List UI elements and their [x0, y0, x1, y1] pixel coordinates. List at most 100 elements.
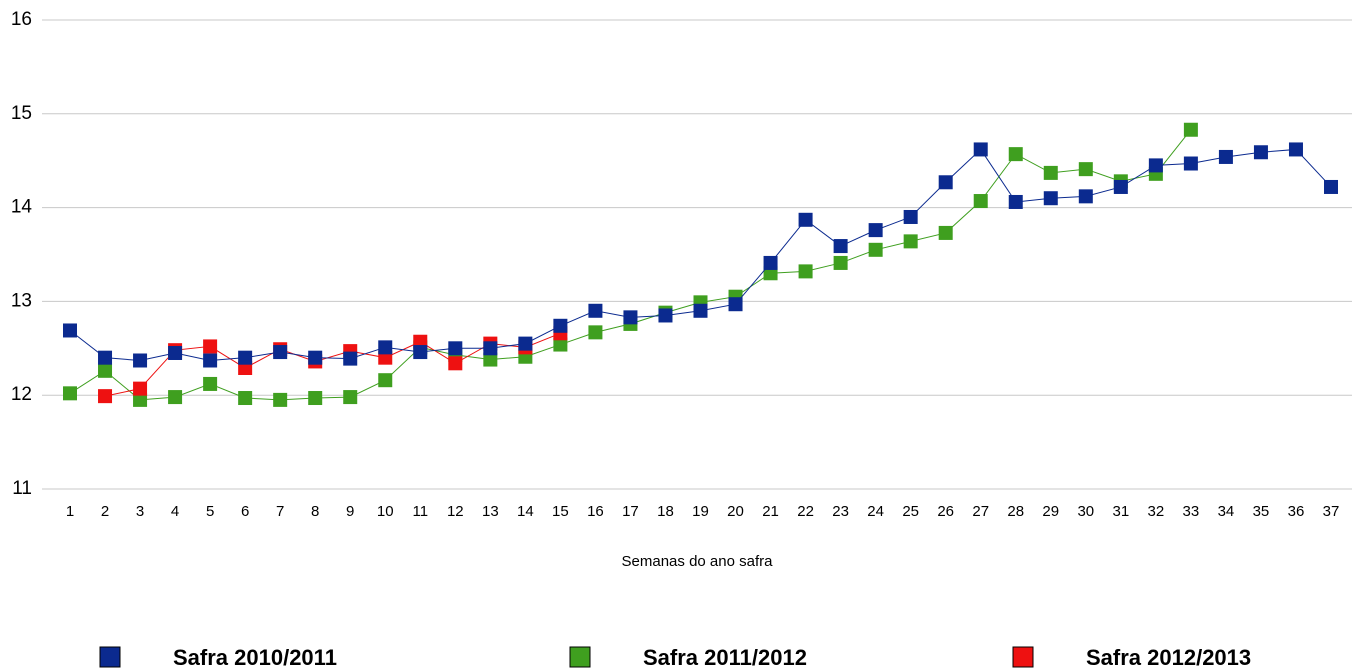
y-tick-label: 15	[11, 103, 32, 124]
x-tick-label: 6	[241, 503, 249, 520]
x-tick-label: 10	[377, 503, 394, 520]
series-line	[69, 148, 1332, 361]
point-marker	[1043, 191, 1058, 206]
point-marker	[903, 234, 918, 249]
point-marker	[553, 318, 568, 333]
point-marker	[238, 350, 253, 365]
x-tick-label: 15	[552, 503, 569, 520]
point-marker	[98, 363, 113, 378]
point-marker	[798, 264, 813, 279]
x-axis-label: Semanas do ano safra	[622, 553, 774, 570]
x-tick-label: 19	[692, 503, 709, 520]
point-marker	[413, 345, 428, 360]
x-tick-label: 23	[832, 503, 849, 520]
point-marker	[1218, 149, 1233, 164]
point-marker	[378, 340, 393, 355]
point-marker	[588, 325, 603, 340]
legend-label: Safra 2012/2013	[1086, 645, 1251, 670]
point-marker	[868, 223, 883, 238]
point-marker	[1078, 189, 1093, 204]
point-marker	[658, 308, 673, 323]
point-marker	[63, 386, 77, 401]
x-tick-label: 35	[1253, 503, 1270, 520]
x-tick-label: 5	[206, 503, 214, 520]
x-tick-label: 28	[1007, 503, 1024, 520]
point-marker	[203, 339, 218, 354]
legend-label: Safra 2010/2011	[173, 645, 337, 670]
y-tick-label: 12	[11, 384, 32, 405]
point-marker	[1253, 145, 1268, 160]
point-marker	[1008, 147, 1023, 162]
x-tick-label: 16	[587, 503, 604, 520]
point-marker	[938, 175, 953, 190]
point-marker	[133, 381, 148, 396]
x-tick-label: 1	[66, 503, 74, 520]
point-marker	[238, 391, 253, 406]
point-marker	[868, 242, 883, 257]
point-marker	[1008, 194, 1023, 209]
point-marker	[273, 392, 288, 407]
point-marker	[133, 392, 148, 407]
series-line	[69, 129, 1192, 401]
point-marker	[343, 351, 358, 366]
point-marker	[203, 353, 218, 368]
point-marker	[378, 373, 393, 388]
point-marker	[588, 303, 603, 318]
point-marker	[973, 142, 988, 157]
point-marker	[308, 350, 323, 365]
x-tick-label: 20	[727, 503, 744, 520]
point-marker	[133, 353, 148, 368]
legend-label: Safra 2011/2012	[643, 645, 807, 670]
point-marker	[973, 194, 988, 209]
point-marker	[623, 310, 638, 325]
point-marker	[203, 376, 218, 391]
point-marker	[1043, 165, 1058, 180]
point-marker	[63, 323, 77, 338]
x-tick-label: 8	[311, 503, 319, 520]
x-tick-label: 34	[1218, 503, 1235, 520]
point-marker	[833, 255, 848, 270]
x-tick-label: 9	[346, 503, 354, 520]
point-marker	[1183, 122, 1198, 137]
point-marker	[1148, 158, 1163, 173]
point-marker	[1288, 142, 1303, 157]
x-tick-label: 3	[136, 503, 144, 520]
y-tick-label: 11	[12, 478, 32, 499]
x-tick-label: 17	[622, 503, 639, 520]
x-tick-label: 37	[1323, 503, 1340, 520]
x-tick-label: 29	[1042, 503, 1059, 520]
legend-swatch	[99, 646, 121, 668]
x-tick-label: 25	[902, 503, 919, 520]
point-marker	[98, 350, 113, 365]
x-tick-label: 30	[1077, 503, 1094, 520]
point-marker	[553, 337, 568, 352]
point-marker	[833, 239, 848, 254]
point-marker	[938, 225, 953, 240]
y-tick-label: 16	[11, 9, 32, 30]
x-tick-label: 22	[797, 503, 814, 520]
point-marker	[1183, 156, 1198, 171]
point-marker	[273, 345, 288, 360]
legend-swatch	[569, 646, 591, 668]
y-tick-label: 14	[11, 197, 33, 218]
point-marker	[483, 341, 498, 356]
x-tick-label: 31	[1112, 503, 1129, 520]
point-marker	[518, 336, 533, 351]
x-tick-label: 32	[1148, 503, 1165, 520]
point-marker	[168, 390, 183, 405]
x-tick-label: 2	[101, 503, 109, 520]
x-tick-label: 4	[171, 503, 179, 520]
point-marker	[448, 341, 463, 356]
x-tick-label: 14	[517, 503, 534, 520]
point-marker	[1324, 179, 1338, 194]
x-tick-label: 36	[1288, 503, 1305, 520]
point-marker	[308, 391, 323, 406]
x-tick-label: 13	[482, 503, 499, 520]
x-tick-label: 21	[762, 503, 779, 520]
point-marker	[903, 209, 918, 224]
point-marker	[448, 356, 463, 371]
point-marker	[798, 212, 813, 227]
x-tick-label: 7	[276, 503, 284, 520]
point-marker	[1078, 162, 1093, 177]
